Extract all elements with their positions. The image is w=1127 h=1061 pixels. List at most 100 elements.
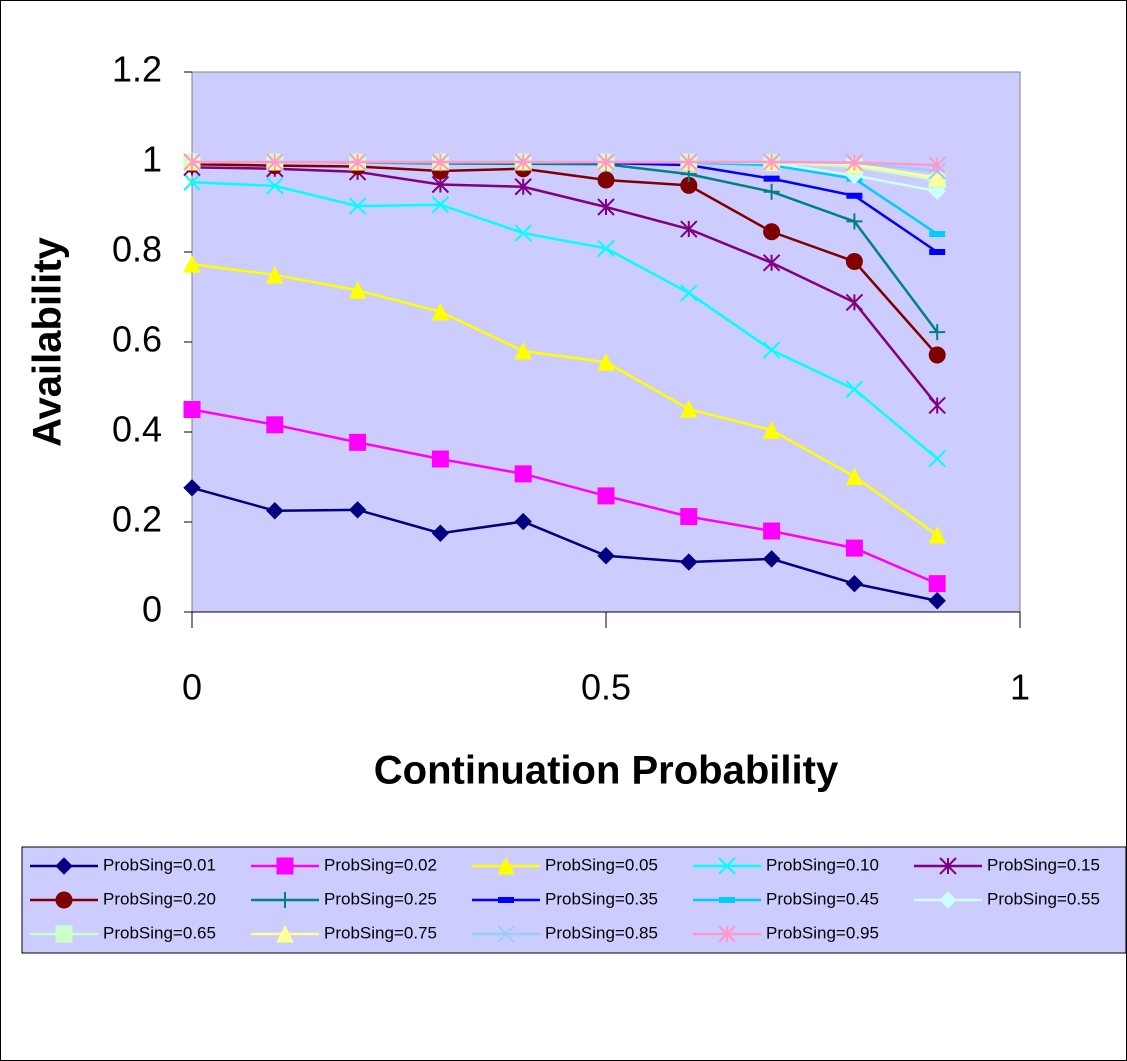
- marker: [928, 592, 946, 610]
- marker: [762, 341, 781, 359]
- series-line: [191, 486, 938, 602]
- marker: [266, 153, 284, 171]
- marker: [763, 183, 780, 200]
- legend-entry: ProbSing=0.45: [693, 889, 879, 908]
- legend-label: ProbSing=0.85: [545, 923, 658, 942]
- legend-entry: ProbSing=0.55: [914, 889, 1100, 909]
- marker: [431, 196, 450, 214]
- legend-label: ProbSing=0.75: [324, 923, 437, 942]
- marker: [929, 324, 946, 341]
- marker: [266, 416, 284, 434]
- legend-entry: ProbSing=0.20: [30, 889, 216, 909]
- marker: [55, 857, 73, 875]
- series-line: [192, 160, 938, 167]
- legend-label: ProbSing=0.02: [324, 855, 437, 874]
- marker: [348, 281, 367, 299]
- y-tick-label: 1.2: [112, 49, 162, 90]
- series: [183, 479, 946, 610]
- marker: [939, 857, 957, 875]
- marker: [183, 153, 201, 171]
- marker: [718, 857, 736, 875]
- marker: [928, 396, 946, 415]
- marker: [597, 487, 615, 505]
- series: [183, 255, 947, 544]
- marker: [845, 539, 863, 557]
- marker: [928, 168, 947, 187]
- series: [183, 153, 946, 174]
- marker: [514, 465, 532, 483]
- marker: [680, 508, 698, 526]
- marker: [514, 512, 532, 531]
- marker: [183, 255, 201, 273]
- legend-entry: ProbSing=0.95: [693, 923, 879, 943]
- marker: [497, 856, 515, 875]
- marker: [597, 353, 615, 371]
- marker: [680, 553, 698, 571]
- marker: [928, 449, 946, 468]
- marker: [928, 346, 946, 364]
- marker: [679, 399, 698, 418]
- marker: [928, 156, 946, 174]
- marker: [498, 897, 514, 903]
- legend-entry: ProbSing=0.10: [693, 855, 879, 875]
- marker: [597, 153, 615, 171]
- marker: [762, 254, 781, 272]
- legend-label: ProbSing=0.55: [987, 889, 1100, 908]
- marker: [846, 192, 863, 199]
- x-tick-label: 0.5: [581, 667, 631, 708]
- marker: [845, 293, 864, 312]
- marker: [763, 522, 781, 540]
- marker: [431, 153, 450, 171]
- legend-label: ProbSing=0.15: [987, 855, 1100, 874]
- marker: [762, 550, 781, 568]
- marker: [762, 421, 781, 439]
- marker: [939, 891, 957, 909]
- legend-label: ProbSing=0.65: [103, 923, 216, 942]
- marker: [719, 897, 735, 903]
- legend-label: ProbSing=0.25: [324, 889, 437, 908]
- series-line: [191, 408, 938, 585]
- legend-entry: ProbSing=0.02: [251, 855, 437, 875]
- marker: [597, 171, 615, 189]
- marker: [680, 153, 698, 171]
- marker: [514, 224, 532, 242]
- marker: [763, 223, 781, 241]
- series: [183, 401, 946, 593]
- marker: [680, 220, 698, 238]
- legend-label: ProbSing=0.35: [545, 889, 658, 908]
- y-tick-label: 0.4: [112, 409, 162, 450]
- marker: [845, 252, 863, 270]
- y-tick-label: 0.2: [112, 499, 162, 540]
- marker: [514, 178, 532, 196]
- legend-label: ProbSing=0.95: [766, 923, 879, 942]
- marker: [277, 892, 293, 908]
- marker: [431, 524, 450, 542]
- legend-entry: ProbSing=0.01: [30, 855, 216, 875]
- series-line: [191, 163, 939, 356]
- legend-label: ProbSing=0.05: [545, 855, 658, 874]
- legend-label: ProbSing=0.01: [103, 855, 216, 874]
- marker: [431, 450, 449, 468]
- marker: [597, 547, 615, 565]
- marker: [514, 341, 533, 360]
- x-axis-title: Continuation Probability: [374, 749, 839, 793]
- marker: [846, 213, 863, 230]
- marker: [597, 198, 615, 216]
- marker: [497, 925, 515, 943]
- marker: [680, 284, 698, 302]
- marker: [348, 153, 367, 171]
- marker: [266, 177, 284, 195]
- marker: [928, 575, 946, 593]
- marker: [265, 265, 284, 284]
- legend-label: ProbSing=0.10: [766, 855, 879, 874]
- marker: [55, 891, 73, 909]
- legend-entry: ProbSing=0.85: [472, 923, 658, 943]
- legend-label: ProbSing=0.45: [766, 889, 879, 908]
- marker: [762, 153, 781, 171]
- marker: [183, 479, 201, 497]
- marker: [718, 925, 736, 943]
- marker: [845, 153, 864, 172]
- marker: [763, 175, 780, 182]
- series-line: [191, 166, 939, 407]
